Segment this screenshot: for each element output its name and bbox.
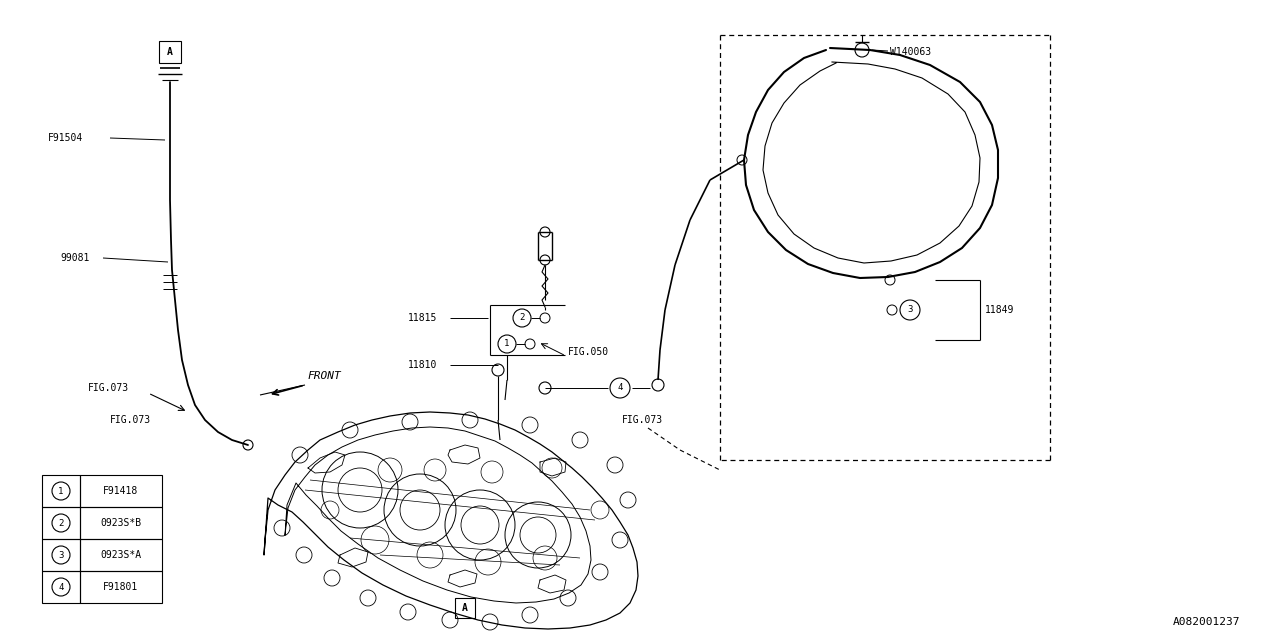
Text: 4: 4 <box>617 383 622 392</box>
Text: A: A <box>462 603 468 613</box>
Bar <box>42 539 79 571</box>
Text: 11849: 11849 <box>986 305 1014 315</box>
Text: A082001237: A082001237 <box>1172 617 1240 627</box>
Bar <box>42 475 79 507</box>
Bar <box>42 507 79 539</box>
Bar <box>454 598 475 618</box>
Text: 2: 2 <box>520 314 525 323</box>
Text: 2: 2 <box>59 518 64 527</box>
Text: F91418: F91418 <box>104 486 138 496</box>
Text: 3: 3 <box>59 550 64 559</box>
Text: 1: 1 <box>504 339 509 349</box>
Text: FIG.073: FIG.073 <box>622 415 663 425</box>
Bar <box>79 539 163 571</box>
Text: 3: 3 <box>908 305 913 314</box>
Text: 0923S*B: 0923S*B <box>100 518 142 528</box>
Text: FIG.050: FIG.050 <box>568 347 609 357</box>
Bar <box>79 507 163 539</box>
Text: A: A <box>168 47 173 57</box>
Text: 0923S*A: 0923S*A <box>100 550 142 560</box>
Text: 11810: 11810 <box>408 360 438 370</box>
Text: W140063: W140063 <box>890 47 931 57</box>
Text: FRONT: FRONT <box>308 371 342 381</box>
Text: 11815: 11815 <box>408 313 438 323</box>
Bar <box>42 571 79 603</box>
Text: F91504: F91504 <box>49 133 83 143</box>
Text: 4: 4 <box>59 582 64 591</box>
Text: F91801: F91801 <box>104 582 138 592</box>
Bar <box>159 41 180 63</box>
Text: FIG.073: FIG.073 <box>88 383 129 393</box>
Text: 1: 1 <box>59 486 64 495</box>
Bar <box>79 475 163 507</box>
Bar <box>79 571 163 603</box>
Text: 99081: 99081 <box>60 253 90 263</box>
Text: FIG.073: FIG.073 <box>110 415 151 425</box>
